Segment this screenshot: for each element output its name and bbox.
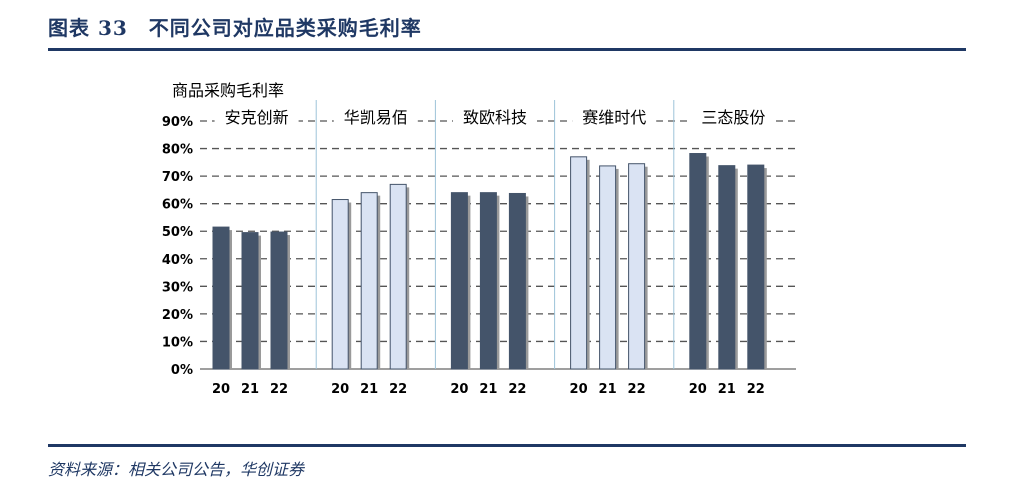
x-tick-label: 22 [389, 382, 407, 397]
bar [331, 199, 349, 370]
y-tick-label: 0% [171, 363, 193, 378]
x-tick-label: 20 [450, 382, 468, 397]
bar [360, 192, 378, 370]
y-tick-label: 80% [162, 143, 193, 158]
y-axis-label: 商品采购毛利率 [172, 81, 284, 100]
bar [270, 231, 288, 370]
x-tick-label: 21 [360, 382, 378, 397]
x-tick-label: 21 [241, 382, 259, 397]
y-tick-label: 50% [162, 225, 193, 240]
x-tick-label: 21 [718, 382, 736, 397]
group-label-bg [214, 104, 299, 130]
x-tick-label: 20 [331, 382, 349, 397]
group-separators [315, 100, 675, 369]
bar [389, 183, 407, 370]
bar [479, 192, 497, 370]
bar [212, 226, 230, 370]
chart-title: 图表 33 不同公司对应品类采购毛利率 [48, 16, 422, 40]
bar [747, 164, 765, 370]
labels: 0% 10% 20% 30% 40% 50% 60% 70% 80% 90% 安克创新 20 21 22 华… [162, 104, 776, 397]
x-tick-label: 21 [479, 382, 497, 397]
y-tick-label: 70% [162, 170, 193, 185]
x-tick-label: 20 [689, 382, 707, 397]
bar [570, 156, 588, 370]
bar [508, 192, 526, 370]
x-tick-label: 20 [212, 382, 230, 397]
bar [628, 163, 646, 370]
group-label: 致欧科技 [463, 108, 527, 127]
bar [689, 153, 707, 370]
group-label: 华凯易佰 [344, 108, 408, 127]
group-label-bg [453, 104, 537, 130]
bar [450, 192, 468, 370]
x-tick-label: 21 [599, 382, 617, 397]
x-tick-label: 22 [270, 382, 288, 397]
y-tick-label: 40% [162, 253, 193, 268]
header-rule [48, 48, 966, 51]
bar [241, 232, 259, 370]
y-tick-label: 20% [162, 308, 193, 323]
group-label: 安克创新 [225, 108, 289, 127]
y-tick-label: 10% [162, 335, 193, 350]
group-label: 赛维时代 [582, 108, 646, 127]
x-tick-label: 22 [628, 382, 646, 397]
bar [599, 165, 617, 370]
group-label-bg [691, 104, 776, 130]
y-tick-label: 60% [162, 198, 193, 213]
footer-rule [48, 444, 966, 447]
group-label: 三态股份 [701, 108, 765, 127]
bars [212, 153, 767, 370]
y-tick-label: 30% [162, 280, 193, 295]
group-label-bg [333, 104, 418, 130]
y-tick-label: 90% [162, 115, 193, 130]
group-label-bg [572, 104, 657, 130]
bar [718, 165, 736, 370]
source-note: 资料来源：相关公司公告，华创证券 [48, 460, 305, 479]
x-tick-label: 22 [508, 382, 526, 397]
x-tick-label: 22 [747, 382, 765, 397]
x-tick-label: 20 [570, 382, 588, 397]
